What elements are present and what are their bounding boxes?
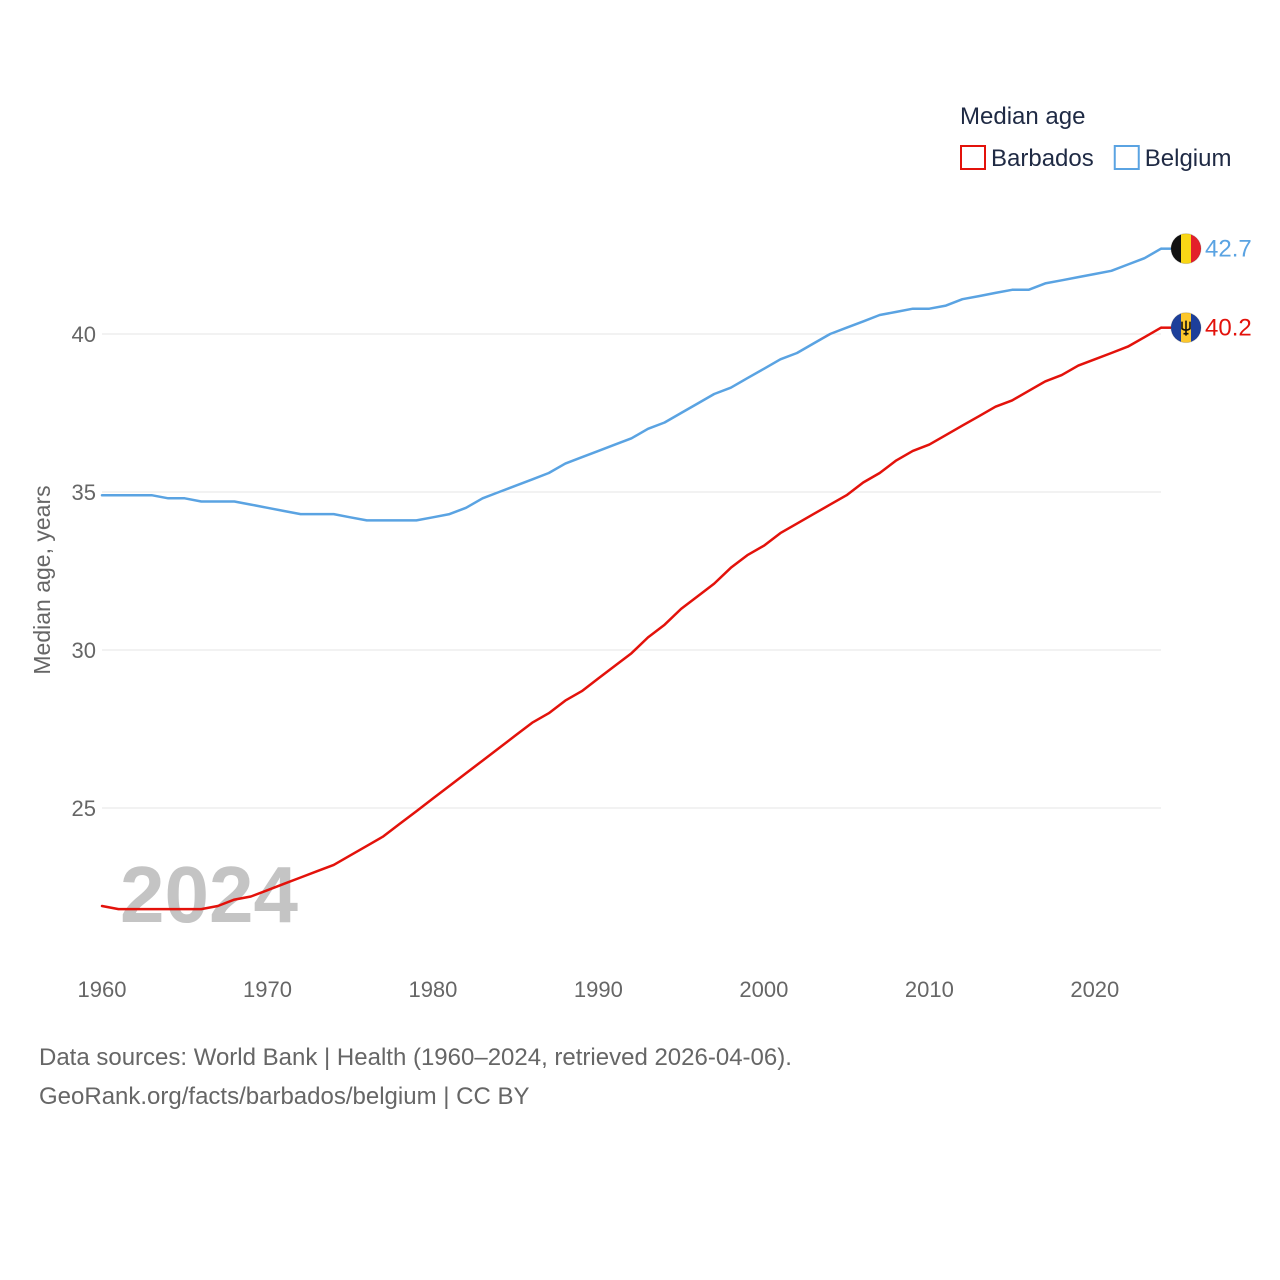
end-value-label-belgium: 42.7 (1205, 236, 1252, 263)
median-age-chart: 25 30 35 40 1960 1970 1980 1990 2000 2010 2020 Me… (29, 103, 1252, 1002)
x-tick-label-2000: 2000 (739, 977, 788, 1002)
legend-title: Median age (960, 103, 1085, 130)
x-tick-label-1970: 1970 (243, 977, 292, 1002)
series-lines (100, 247, 1163, 911)
legend-label-belgium: Belgium (1145, 145, 1232, 172)
legend-item-belgium[interactable]: Belgium (1113, 145, 1232, 172)
legend-items: Barbados Belgium (960, 145, 1232, 172)
barbados-flag-icon (1170, 312, 1202, 344)
current-year-watermark: 2024 (120, 850, 298, 939)
legend-swatch-barbados (960, 145, 986, 170)
series-line-belgium (100, 247, 1163, 522)
y-tick-label-35: 35 (72, 480, 96, 505)
series-line-barbados (100, 326, 1163, 911)
legend: Median age Barbados Belgium (960, 103, 1231, 172)
x-axis-ticks: 1960 1970 1980 1990 2000 2010 2020 (78, 977, 1120, 1002)
data-sources-note: Data sources: World Bank | Health (1960–… (39, 1044, 792, 1071)
x-tick-label-1990: 1990 (574, 977, 623, 1002)
x-tick-label-2020: 2020 (1070, 977, 1119, 1002)
x-tick-label-2010: 2010 (905, 977, 954, 1002)
series-end-markers: 40.2 42.7 (1161, 233, 1252, 344)
belgium-flag-icon (1170, 233, 1202, 265)
y-tick-label-40: 40 (72, 322, 96, 347)
x-tick-label-1960: 1960 (78, 977, 127, 1002)
source-credit[interactable]: GeoRank.org/facts/barbados/belgium | CC … (39, 1083, 530, 1110)
legend-item-barbados[interactable]: Barbados (960, 145, 1094, 172)
y-tick-label-25: 25 (72, 796, 96, 821)
y-axis-title: Median age, years (29, 485, 55, 674)
gridlines (102, 333, 1161, 809)
y-tick-label-30: 30 (72, 638, 96, 663)
end-value-label-barbados: 40.2 (1205, 315, 1252, 342)
x-tick-label-1980: 1980 (408, 977, 457, 1002)
y-axis-ticks: 25 30 35 40 (72, 322, 96, 821)
legend-swatch-belgium (1113, 145, 1140, 170)
legend-label-barbados: Barbados (991, 145, 1094, 172)
